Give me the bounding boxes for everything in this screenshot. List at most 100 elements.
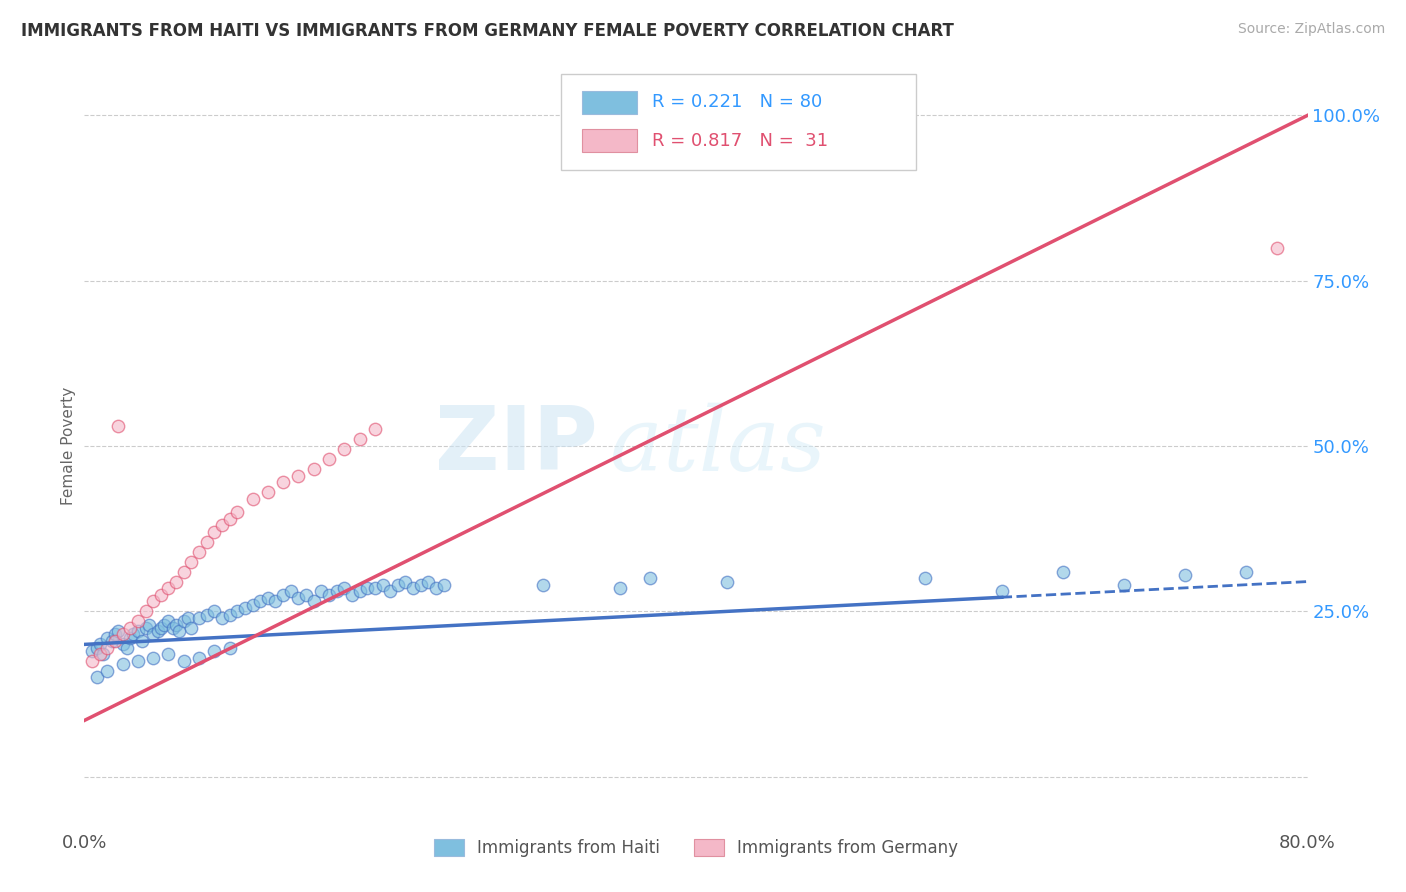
Point bbox=[371, 578, 394, 592]
Point bbox=[162, 621, 184, 635]
Point bbox=[609, 581, 631, 595]
Point bbox=[1265, 241, 1288, 255]
Point bbox=[104, 634, 127, 648]
Text: ZIP: ZIP bbox=[436, 402, 598, 490]
Point bbox=[271, 588, 294, 602]
Point bbox=[135, 621, 157, 635]
Point bbox=[135, 604, 157, 618]
Text: R = 0.221   N = 80: R = 0.221 N = 80 bbox=[652, 94, 823, 112]
Point bbox=[91, 648, 114, 662]
Point bbox=[325, 584, 347, 599]
Point bbox=[180, 555, 202, 569]
Point bbox=[188, 650, 211, 665]
Point bbox=[218, 640, 240, 655]
Point bbox=[242, 491, 264, 506]
Point bbox=[111, 627, 134, 641]
Legend: Immigrants from Haiti, Immigrants from Germany: Immigrants from Haiti, Immigrants from G… bbox=[427, 832, 965, 863]
Point bbox=[280, 584, 302, 599]
Point bbox=[264, 594, 287, 608]
Point bbox=[257, 591, 280, 606]
FancyBboxPatch shape bbox=[561, 74, 917, 169]
Point bbox=[364, 422, 387, 436]
Point bbox=[80, 654, 103, 668]
Point bbox=[188, 611, 211, 625]
Point bbox=[387, 578, 409, 592]
Point bbox=[211, 518, 233, 533]
Point bbox=[96, 631, 118, 645]
Point bbox=[153, 617, 176, 632]
Point bbox=[271, 475, 294, 490]
Point bbox=[165, 617, 187, 632]
Point bbox=[142, 594, 165, 608]
Text: atlas: atlas bbox=[610, 402, 827, 490]
Point bbox=[409, 578, 432, 592]
Point bbox=[716, 574, 738, 589]
Point bbox=[86, 640, 108, 655]
Point bbox=[146, 624, 169, 639]
Point bbox=[638, 571, 661, 585]
Point bbox=[218, 512, 240, 526]
Point bbox=[295, 588, 318, 602]
Point bbox=[157, 581, 180, 595]
Point bbox=[1052, 565, 1074, 579]
Bar bbox=[582, 91, 637, 114]
Point bbox=[202, 604, 225, 618]
Point bbox=[131, 634, 153, 648]
Point bbox=[96, 640, 118, 655]
Point bbox=[418, 574, 440, 589]
Point bbox=[107, 624, 129, 639]
Point bbox=[180, 621, 202, 635]
Point bbox=[173, 565, 195, 579]
Point bbox=[991, 584, 1014, 599]
Point bbox=[287, 468, 309, 483]
Bar bbox=[582, 129, 637, 153]
Point bbox=[233, 601, 256, 615]
Point bbox=[202, 524, 225, 539]
Point bbox=[127, 654, 149, 668]
Point bbox=[122, 627, 145, 641]
Point bbox=[120, 621, 142, 635]
Point bbox=[202, 644, 225, 658]
Point bbox=[127, 624, 149, 639]
Point bbox=[1114, 578, 1136, 592]
Point bbox=[127, 614, 149, 628]
Point bbox=[226, 604, 249, 618]
Point bbox=[86, 670, 108, 684]
Point bbox=[149, 621, 172, 635]
Point bbox=[531, 578, 554, 592]
Point bbox=[356, 581, 378, 595]
Point bbox=[287, 591, 309, 606]
Point bbox=[364, 581, 387, 595]
Point bbox=[380, 584, 402, 599]
Text: IMMIGRANTS FROM HAITI VS IMMIGRANTS FROM GERMANY FEMALE POVERTY CORRELATION CHAR: IMMIGRANTS FROM HAITI VS IMMIGRANTS FROM… bbox=[21, 22, 953, 40]
Point bbox=[333, 581, 356, 595]
Point bbox=[349, 433, 371, 447]
Point bbox=[402, 581, 425, 595]
Point bbox=[433, 578, 456, 592]
Point bbox=[218, 607, 240, 622]
Point bbox=[394, 574, 416, 589]
Point bbox=[89, 648, 111, 662]
Point bbox=[173, 654, 195, 668]
Point bbox=[111, 657, 134, 672]
Point bbox=[120, 631, 142, 645]
Text: Source: ZipAtlas.com: Source: ZipAtlas.com bbox=[1237, 22, 1385, 37]
Point bbox=[101, 634, 124, 648]
Point bbox=[157, 648, 180, 662]
Text: R = 0.817   N =  31: R = 0.817 N = 31 bbox=[652, 132, 828, 150]
Point bbox=[115, 640, 138, 655]
Point bbox=[149, 588, 172, 602]
Point bbox=[89, 637, 111, 651]
Point bbox=[195, 607, 218, 622]
Point bbox=[318, 452, 340, 467]
Point bbox=[173, 614, 195, 628]
Point bbox=[80, 644, 103, 658]
Point bbox=[425, 581, 447, 595]
Point bbox=[349, 584, 371, 599]
Point bbox=[157, 614, 180, 628]
Point bbox=[165, 574, 187, 589]
Point bbox=[167, 624, 190, 639]
Point bbox=[340, 588, 363, 602]
Y-axis label: Female Poverty: Female Poverty bbox=[60, 387, 76, 505]
Point bbox=[142, 627, 165, 641]
